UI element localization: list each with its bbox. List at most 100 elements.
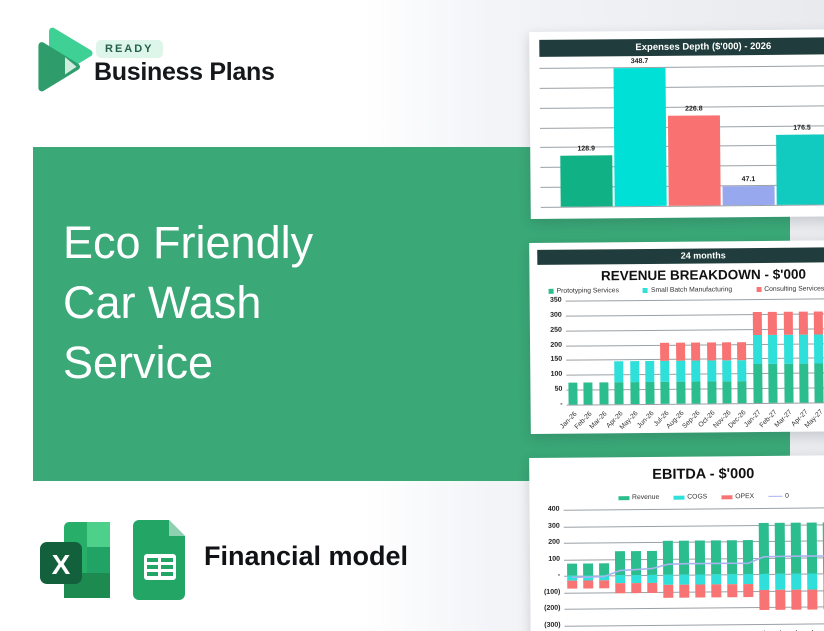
y-axis-tick: 150	[550, 356, 563, 364]
bar-value-label: 47.1	[741, 176, 756, 184]
expenses-chart-plot: 128.9 348.7 226.8 47.1 176.5	[539, 57, 824, 208]
revenue-bar-segment	[691, 381, 701, 404]
revenue-bar-segment	[722, 342, 732, 361]
legend-swatch	[673, 495, 685, 500]
revenue-bar-segment	[737, 342, 747, 361]
bar-value-label: 348.7	[630, 57, 649, 65]
revenue-bar-segment	[722, 380, 732, 404]
legend-label: Small Batch Manufacturing	[650, 286, 733, 294]
y-axis-tick: (300)	[544, 621, 561, 629]
revenue-chart-title: REVENUE BREAKDOWN - $'000	[600, 266, 807, 284]
revenue-bar-segment	[768, 334, 778, 365]
revenue-bar-segment	[752, 311, 762, 335]
legend-label: COGS	[687, 493, 708, 501]
y-axis-tick: 300	[550, 311, 562, 319]
gridline	[565, 297, 824, 302]
revenue-bar-segment	[660, 360, 670, 382]
revenue-bar-segment	[691, 360, 701, 382]
revenue-bar-segment	[737, 380, 747, 404]
revenue-bar-segment	[752, 334, 763, 365]
revenue-bar-segment	[660, 381, 670, 404]
revenue-bar-segment	[568, 382, 578, 405]
legend-swatch	[618, 495, 630, 500]
legend-swatch	[642, 287, 648, 294]
y-axis-tick: (200)	[544, 605, 561, 613]
hero-title-line-2: Car Wash	[63, 276, 262, 328]
bar-value-label: 176.5	[793, 124, 811, 132]
revenue-bar-segment	[645, 360, 655, 382]
ebitda-chart-legend: Revenue COGS OPEX 0	[529, 492, 824, 502]
hero-title-line-3: Service	[63, 336, 214, 388]
expenses-chart-card: Expenses Depth ($'000) - 2026 128.9 348.7…	[529, 28, 824, 219]
revenue-bar-segment	[753, 364, 763, 404]
bar-value-label: 226.8	[685, 105, 703, 113]
legend-label: Revenue	[631, 493, 660, 502]
revenue-bar-segment	[767, 311, 778, 335]
revenue-bar-segment	[814, 363, 824, 403]
revenue-bar-segment	[814, 334, 824, 364]
revenue-chart-legend: Prototyping Services Small Batch Manufact…	[530, 285, 824, 295]
legend-swatch	[756, 286, 762, 293]
revenue-bar-segment	[798, 334, 809, 365]
revenue-bar-segment	[706, 360, 716, 382]
legend-item: COGS	[673, 493, 708, 501]
revenue-bar-segment	[706, 342, 716, 361]
excel-icon: X	[40, 522, 110, 598]
legend-item: Small Batch Manufacturing	[642, 286, 733, 294]
legend-item: Revenue	[618, 494, 659, 501]
expenses-chart-title: Expenses Depth ($'000) - 2026	[539, 37, 824, 57]
y-axis-tick: 100	[548, 555, 561, 563]
revenue-bar-segment	[783, 334, 793, 365]
y-axis-tick: -	[560, 400, 563, 408]
revenue-bar-segment	[675, 360, 686, 382]
revenue-bar-segment	[737, 360, 747, 381]
revenue-bar-segment	[783, 364, 794, 403]
revenue-bar-segment	[629, 360, 639, 382]
legend-swatch	[548, 288, 554, 294]
ebitda-chart-title: EBITDA - $'000	[652, 466, 755, 483]
hero-title-line-1: Eco Friendly	[63, 217, 314, 268]
legend-item: OPEX	[721, 493, 754, 500]
revenue-bar-segment	[614, 381, 624, 405]
y-axis-tick: 350	[549, 296, 562, 304]
revenue-bar-segment	[660, 342, 670, 361]
revenue-bar-segment	[799, 363, 809, 403]
legend-line-swatch	[768, 495, 783, 497]
brand-name: Business Plans	[94, 58, 275, 86]
legend-label: OPEX	[735, 493, 755, 501]
legend-item: 0	[768, 493, 789, 500]
revenue-bar-segment	[645, 381, 655, 404]
legend-label: Prototyping Services	[556, 287, 619, 295]
legend-swatch	[721, 494, 733, 499]
y-axis-tick: 50	[554, 385, 563, 393]
revenue-bar-segment	[675, 342, 685, 361]
gridline	[539, 84, 824, 89]
revenue-bar-segment	[768, 364, 778, 403]
y-axis-tick: 300	[548, 522, 560, 530]
ebitda-line	[571, 555, 824, 579]
legend-label: Consulting Services	[764, 285, 824, 293]
revenue-bar-segment	[583, 382, 593, 405]
brand-play-icon	[38, 27, 93, 92]
y-axis-tick: 400	[547, 505, 560, 513]
revenue-bar-segment	[814, 310, 824, 335]
revenue-bar-segment	[629, 381, 640, 405]
y-axis-tick: 250	[550, 326, 562, 334]
gridline	[539, 65, 824, 69]
y-axis-tick: 100	[550, 371, 563, 379]
revenue-chart-card: 24 months REVENUE BREAKDOWN - $'000 Prot…	[529, 239, 824, 434]
y-axis-tick: 200	[550, 341, 563, 349]
revenue-bar-segment	[676, 381, 686, 404]
y-axis-tick: 200	[548, 538, 560, 546]
bar-value-label: 128.9	[577, 145, 596, 153]
legend-item: Prototyping Services	[548, 287, 619, 295]
google-sheets-icon	[133, 520, 185, 600]
expense-bar	[613, 67, 667, 207]
brand-badge: READY	[96, 40, 163, 58]
revenue-chart-plot: 350 300 250 200 150 100 50- Jan-26 Feb-26 Mar-26 A…	[550, 297, 824, 431]
revenue-bar-segment	[599, 382, 609, 405]
y-axis-tick: -	[557, 572, 561, 580]
expense-bar	[560, 155, 613, 207]
revenue-bar-segment	[691, 342, 701, 361]
